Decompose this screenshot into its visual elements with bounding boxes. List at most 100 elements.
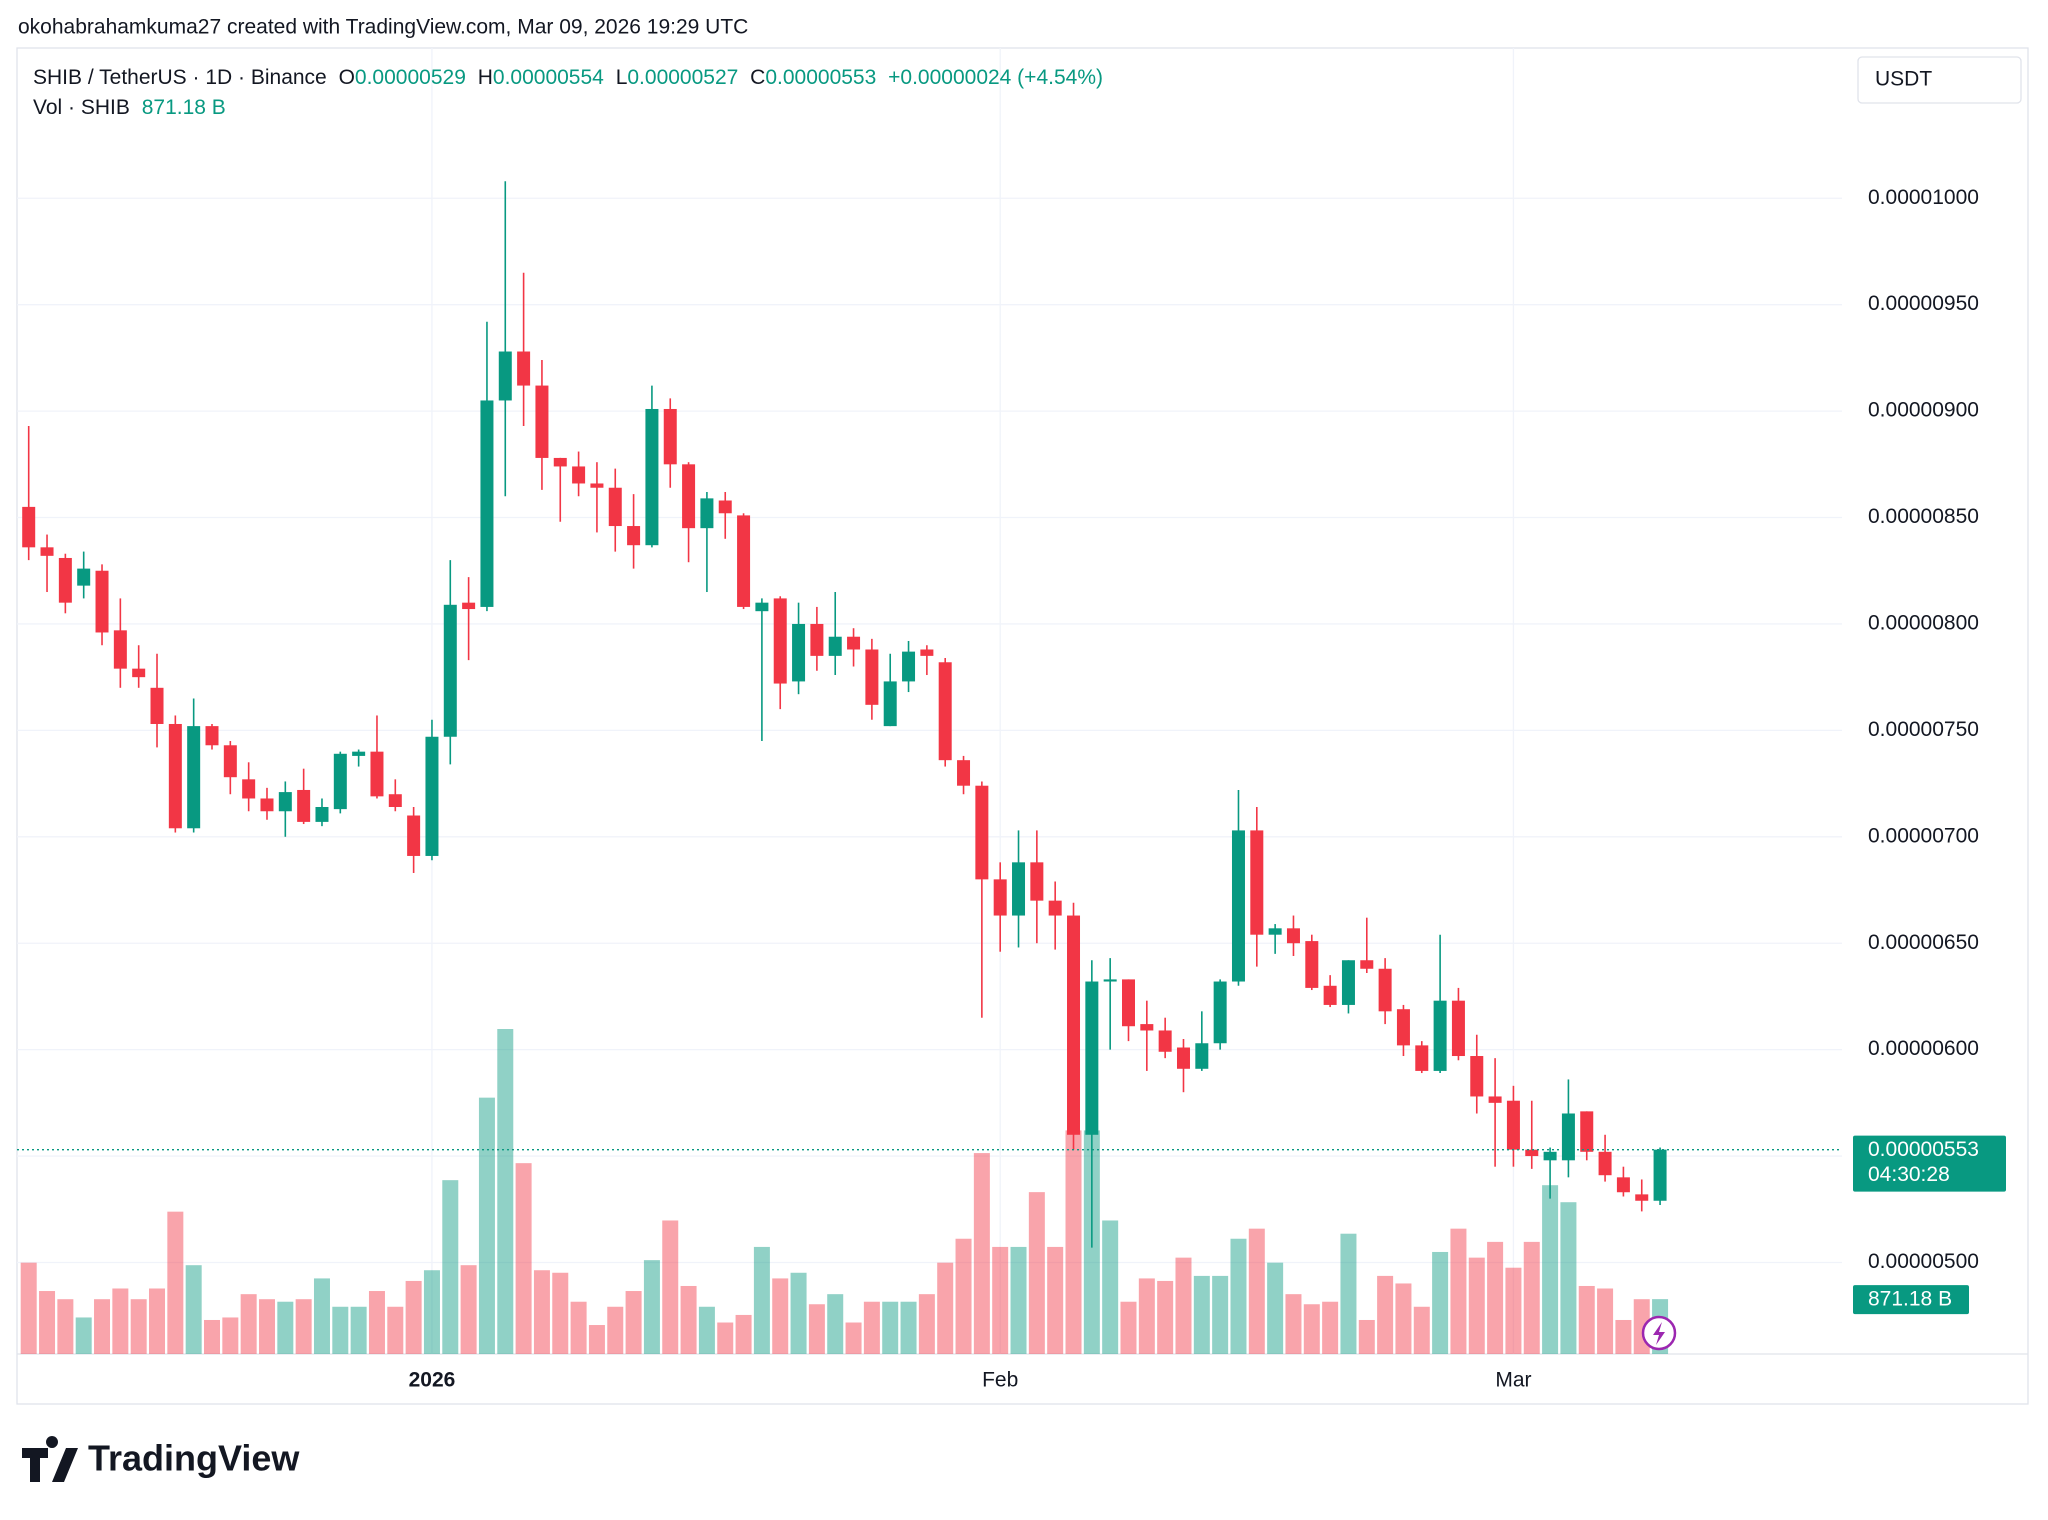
candle-body <box>1451 1000 1465 1057</box>
candle-body <box>1635 1194 1649 1201</box>
volume-bar <box>992 1246 1009 1354</box>
y-tick-label: 0.00001000 <box>1868 186 1979 209</box>
currency-button[interactable] <box>1857 56 2022 104</box>
y-tick-label: 0.00000800 <box>1868 611 1979 634</box>
candle-body <box>517 351 531 386</box>
candle-body <box>1048 900 1062 916</box>
volume-bar <box>1102 1220 1119 1354</box>
volume-bar <box>497 1029 514 1354</box>
candle-body <box>847 636 861 650</box>
volume-bar <box>387 1306 404 1354</box>
price-pane <box>22 181 1667 1248</box>
volume-bar <box>1542 1185 1559 1354</box>
y-tick-label: 0.00000900 <box>1868 399 1979 422</box>
candle-body <box>608 487 622 527</box>
candle-body <box>1030 862 1044 901</box>
candle-body <box>993 879 1007 916</box>
volume-bar <box>973 1153 990 1354</box>
x-tick-label: Feb <box>982 1369 1018 1392</box>
candle-body <box>1103 979 1117 982</box>
volume-bar <box>1230 1238 1247 1354</box>
volume-bar <box>1303 1304 1320 1354</box>
volume-bar <box>405 1280 422 1354</box>
candle-body <box>1415 1045 1429 1071</box>
volume-bar <box>918 1294 935 1354</box>
currency[interactable]: USDT <box>1875 68 1932 91</box>
candle-body <box>828 636 842 656</box>
volume-title: Vol · SHIB <box>33 96 130 119</box>
candle-body <box>535 385 549 458</box>
candle-body <box>1158 1030 1172 1052</box>
symbol: SHIB / TetherUS · 1D · Binance <box>33 66 327 89</box>
volume-bar <box>1450 1228 1467 1354</box>
volume-bar <box>149 1288 166 1354</box>
candle-body <box>498 351 512 401</box>
volume-bar <box>57 1299 74 1354</box>
candle-body <box>260 798 274 812</box>
volume-bar <box>1413 1306 1430 1354</box>
candle-body <box>370 751 384 797</box>
candle-body <box>242 779 256 799</box>
candle-body <box>1012 862 1026 916</box>
y-tick-label: 0.00000600 <box>1868 1037 1979 1060</box>
candle-body <box>77 568 91 586</box>
volume-bar <box>1615 1319 1632 1354</box>
brand-logo: TradingView <box>22 1436 300 1482</box>
candle-body <box>1525 1149 1539 1157</box>
candle-body <box>1488 1096 1502 1103</box>
volume-pane <box>20 1029 1669 1354</box>
volume-bar <box>1322 1301 1339 1354</box>
y-tick-label: 0.00000650 <box>1868 931 1979 954</box>
volume-bar <box>75 1317 92 1354</box>
y-tick-label: 0.00000700 <box>1868 824 1979 847</box>
volume-bar <box>1138 1278 1155 1354</box>
candle-body <box>1341 960 1355 1005</box>
last-price-box <box>1853 1135 2006 1192</box>
volume-bar <box>1395 1283 1412 1354</box>
volume-bar <box>1028 1192 1045 1354</box>
candle-body <box>1543 1151 1557 1161</box>
volume-bar <box>1578 1285 1595 1354</box>
candle-body <box>737 515 751 607</box>
volume-bar <box>20 1262 37 1354</box>
volume-bar <box>1267 1262 1284 1354</box>
y-tick-label: 0.00000950 <box>1868 292 1979 315</box>
volume-bar <box>735 1314 752 1354</box>
lightning-bolt[interactable] <box>1653 1322 1665 1345</box>
candle-body <box>443 604 457 737</box>
candle-body <box>1286 928 1300 944</box>
candle-body <box>1561 1113 1575 1161</box>
volume-label: 871.18 B <box>1868 1288 1952 1311</box>
candle-body <box>40 547 54 556</box>
volume-bar <box>258 1299 275 1354</box>
chart-frame <box>16 47 2029 1405</box>
volume-bar <box>1157 1280 1174 1354</box>
volume-bar <box>1248 1228 1265 1354</box>
candle-body <box>572 466 586 484</box>
volume-bar <box>845 1322 862 1354</box>
y-tick-label: 0.00000500 <box>1868 1250 1979 1273</box>
volume-bar <box>478 1097 495 1354</box>
candle-body <box>95 570 109 633</box>
candle-body <box>1231 830 1245 982</box>
volume-legend: Vol · SHIB 871.18 B <box>33 96 226 119</box>
candle-body <box>1250 830 1264 935</box>
countdown: 04:30:28 <box>1868 1163 1950 1186</box>
volume-bar <box>442 1180 459 1354</box>
candle-body <box>1378 968 1392 1012</box>
lightning-icon[interactable] <box>1641 1315 1677 1351</box>
volume-bar <box>863 1301 880 1354</box>
volume-bar <box>607 1306 624 1354</box>
volume-bar <box>368 1291 385 1354</box>
candle-body <box>1067 915 1081 1135</box>
high-value: 0.00000554 <box>493 66 604 89</box>
volume-bar <box>167 1211 184 1354</box>
volume-bar <box>423 1270 440 1354</box>
candle-body <box>810 623 824 656</box>
candle-body <box>1580 1111 1594 1152</box>
candle-body <box>773 598 787 684</box>
volume-bar <box>350 1306 367 1354</box>
candle-body <box>1140 1024 1154 1031</box>
volume-bar <box>662 1220 679 1354</box>
